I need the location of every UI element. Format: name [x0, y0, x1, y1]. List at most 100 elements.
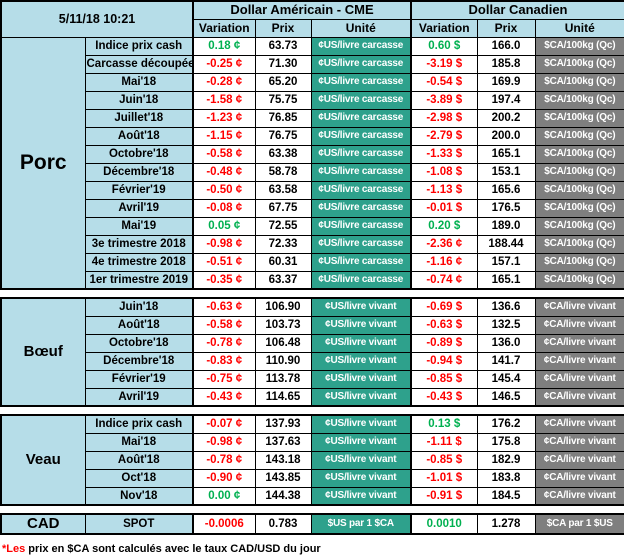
usd-price-cell: 106.90: [254, 297, 312, 317]
cad-prix-header: Prix: [476, 18, 536, 38]
usd-price-cell: 65.20: [254, 72, 312, 92]
usd-variation-cell: -0.07 ¢: [192, 414, 256, 434]
cad-unit-cell: ¢CA/livre vivant: [534, 369, 624, 389]
row-label: Août'18: [84, 126, 194, 146]
usd-variation-cell: -0.58 ¢: [192, 144, 256, 164]
row-label: 4e trimestre 2018: [84, 252, 194, 272]
footnote-text: prix en $CA sont calculés avec le taux C…: [25, 543, 321, 555]
usd-variation-cell: -0.58 ¢: [192, 315, 256, 335]
usd-unit-cell: ¢US/livre carcasse: [310, 216, 412, 236]
usd-variation-cell: -0.63 ¢: [192, 297, 256, 317]
cad-price-cell: 176.5: [476, 198, 536, 218]
table-row: Août'18 -0.58 ¢ 103.73 ¢US/livre vivant -0.6…: [1, 315, 624, 335]
usd-unit-cell: ¢US/livre carcasse: [310, 90, 412, 110]
cad-variation-cell: -0.74 ¢: [410, 270, 478, 290]
row-label: Avril'19: [84, 387, 194, 407]
usd-unit-cell: ¢US/livre carcasse: [310, 198, 412, 218]
row-label: Juin'18: [84, 90, 194, 110]
usd-prix-header: Prix: [254, 18, 312, 38]
cad-unite-header: Unité: [534, 18, 624, 38]
row-label: SPOT: [84, 513, 194, 535]
usd-price-cell: 63.73: [254, 36, 312, 56]
cad-variation-cell: 0.13 $: [410, 414, 478, 434]
usd-variation-cell: -0.78 ¢: [192, 450, 256, 470]
table-row: Février'19 -0.75 ¢ 113.78 ¢US/livre vivant -…: [1, 369, 624, 389]
usd-variation-cell: -0.08 ¢: [192, 198, 256, 218]
cad-variation-cell: 0.0010: [410, 513, 478, 535]
cad-unit-cell: $CA/100kg (Qc): [534, 90, 624, 110]
table-row: Août'18 -0.78 ¢ 143.18 ¢US/livre vivant -0.8…: [1, 450, 624, 470]
cad-variation-cell: -3.19 $: [410, 54, 478, 74]
usd-unit-cell: ¢US/livre vivant: [310, 297, 412, 317]
usd-variation-cell: -0.50 ¢: [192, 180, 256, 200]
cad-unit-cell: ¢CA/livre vivant: [534, 432, 624, 452]
cad-unit-cell: ¢CA/livre vivant: [534, 414, 624, 434]
cad-unit-cell: ¢CA/livre vivant: [534, 468, 624, 488]
usd-unit-cell: ¢US/livre vivant: [310, 432, 412, 452]
usd-variation-cell: -1.23 ¢: [192, 108, 256, 128]
usd-price-cell: 143.85: [254, 468, 312, 488]
cad-price-cell: 153.1: [476, 162, 536, 182]
row-label: Juillet'18: [84, 108, 194, 128]
usd-price-cell: 110.90: [254, 351, 312, 371]
cad-unit-cell: $CA/100kg (Qc): [534, 36, 624, 56]
usd-variation-cell: 0.05 ¢: [192, 216, 256, 236]
cad-variation-cell: -0.85 $: [410, 450, 478, 470]
usd-price-cell: 58.78: [254, 162, 312, 182]
usd-group-title: Dollar Américain - CME: [192, 0, 412, 20]
usd-price-cell: 137.63: [254, 432, 312, 452]
table-row: Porc Indice prix cash 0.18 ¢ 63.73 ¢US/livre…: [0, 36, 624, 290]
cad-section: CAD SPOT -0.0006 0.783 $US par 1 $CA 0.0…: [0, 513, 624, 535]
usd-unit-cell: ¢US/livre carcasse: [310, 162, 412, 182]
usd-unit-cell: ¢US/livre vivant: [310, 351, 412, 371]
row-label: Mai'18: [84, 432, 194, 452]
usd-variation-cell: -0.28 ¢: [192, 72, 256, 92]
table-row: Juillet'18 -1.23 ¢ 76.85 ¢US/livre carcasse…: [1, 108, 624, 128]
usd-unit-cell: ¢US/livre carcasse: [310, 270, 412, 290]
cad-variation-cell: -0.54 $: [410, 72, 478, 92]
section-label-boeuf: Bœuf: [0, 297, 86, 407]
usd-price-cell: 60.31: [254, 252, 312, 272]
row-label: Juin'18: [84, 297, 194, 317]
usd-variation-cell: -0.48 ¢: [192, 162, 256, 182]
cad-unit-cell: ¢CA/livre vivant: [534, 450, 624, 470]
usd-variation-cell: -0.35 ¢: [192, 270, 256, 290]
cad-price-cell: 157.1: [476, 252, 536, 272]
cad-unit-cell: $CA/100kg (Qc): [534, 162, 624, 182]
usd-price-cell: 72.55: [254, 216, 312, 236]
cad-spot-table: CAD SPOT -0.0006 0.783 $US par 1 $CA 0.0…: [0, 513, 624, 535]
cad-price-cell: 166.0: [476, 36, 536, 56]
cad-variation-header: Variation: [410, 18, 478, 38]
usd-unit-cell: $US par 1 $CA: [310, 513, 412, 535]
cad-price-cell: 176.2: [476, 414, 536, 434]
cad-unit-cell: ¢CA/livre vivant: [534, 351, 624, 371]
usd-price-cell: 137.93: [254, 414, 312, 434]
cad-price-cell: 146.5: [476, 387, 536, 407]
usd-unit-cell: ¢US/livre carcasse: [310, 108, 412, 128]
cad-group-title: Dollar Canadien: [410, 0, 624, 20]
cad-variation-cell: -1.13 $: [410, 180, 478, 200]
cad-unit-cell: $CA/100kg (Qc): [534, 252, 624, 272]
table-row: Février'19 -0.50 ¢ 63.58 ¢US/livre carcasse…: [1, 180, 624, 200]
table-row: Décembre'18 -0.48 ¢ 58.78 ¢US/livre carcass…: [1, 162, 624, 182]
cad-variation-cell: -2.79 $: [410, 126, 478, 146]
header-row-columns: Variation Prix Unité Variation Prix Unit…: [1, 18, 624, 38]
cad-price-cell: 1.278: [476, 513, 536, 535]
usd-variation-cell: -0.25 ¢: [192, 54, 256, 74]
main-price-table: 5/11/18 10:21 Dollar Américain - CME Dol…: [0, 0, 624, 290]
row-label: Oct'18: [84, 468, 194, 488]
row-label: Mai'19: [84, 216, 194, 236]
usd-unit-cell: ¢US/livre carcasse: [310, 234, 412, 254]
table-row: Oct'18 -0.90 ¢ 143.85 ¢US/livre vivant -1.01…: [1, 468, 624, 488]
usd-unit-cell: ¢US/livre vivant: [310, 369, 412, 389]
table-row: Mai'18 -0.28 ¢ 65.20 ¢US/livre carcasse -0.5…: [1, 72, 624, 92]
usd-unit-cell: ¢US/livre vivant: [310, 450, 412, 470]
usd-variation-cell: -0.0006: [192, 513, 256, 535]
cad-price-cell: 175.8: [476, 432, 536, 452]
usd-price-cell: 63.38: [254, 144, 312, 164]
cad-variation-cell: -0.01 $: [410, 198, 478, 218]
usd-price-cell: 143.18: [254, 450, 312, 470]
table-row: 1er trimestre 2019 -0.35 ¢ 63.37 ¢US/livre …: [1, 270, 624, 290]
table-row: Août'18 -1.15 ¢ 76.75 ¢US/livre carcasse -2.…: [1, 126, 624, 146]
